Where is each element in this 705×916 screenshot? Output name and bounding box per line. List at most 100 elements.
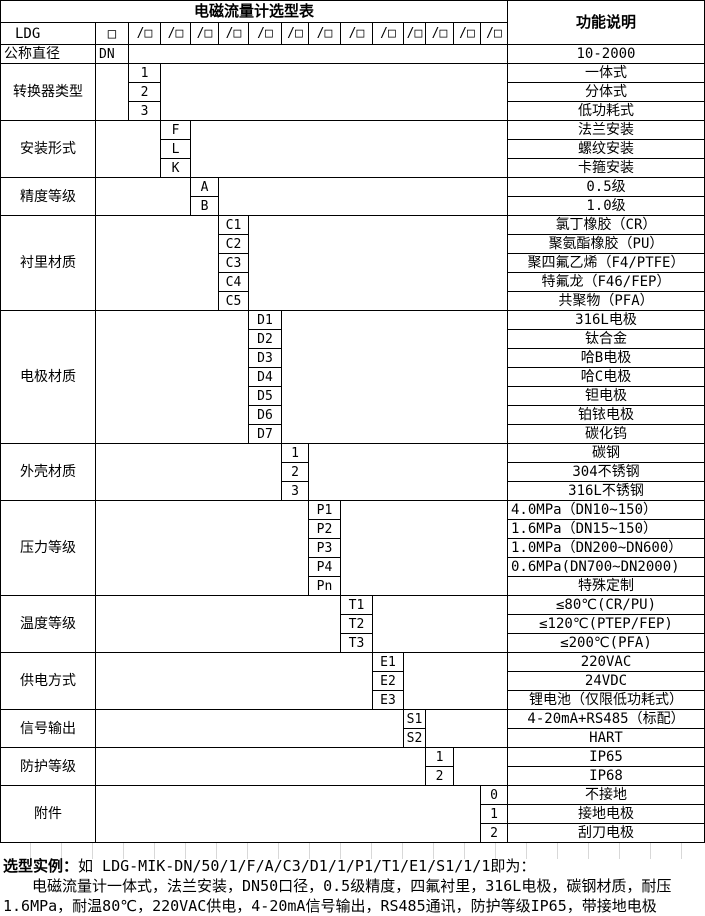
- description-cell: 316L电极: [508, 311, 705, 330]
- empty-cell: [129, 45, 508, 64]
- description-cell: 4-20mA+RS485（标配）: [508, 710, 705, 729]
- category-label-housing-material: 外壳材质: [1, 444, 96, 501]
- description-cell: 螺纹安装: [508, 140, 705, 159]
- empty-cell: [249, 216, 508, 311]
- code-cell: T3: [341, 634, 373, 653]
- empty-cell: [96, 216, 219, 311]
- description-cell: IP65: [508, 748, 705, 767]
- description-cell: ≤200℃(PFA): [508, 634, 705, 653]
- description-cell: 低功耗式: [508, 102, 705, 121]
- description-cell: 碳钢: [508, 444, 705, 463]
- empty-cell: [96, 596, 341, 653]
- code-cell: 1: [426, 748, 454, 767]
- description-cell: 不接地: [508, 786, 705, 805]
- empty-cell: [96, 786, 481, 843]
- empty-cell: [96, 653, 373, 710]
- model-slash-box: /□: [161, 23, 191, 45]
- code-cell: D4: [249, 368, 282, 387]
- category-label-nominal-diameter: 公称直径: [1, 45, 96, 64]
- empty-cell: [426, 710, 508, 748]
- example-description-line-2: 1.6MPa，耐温80℃，220VAC供电，4-20mA信号输出，RS485通讯…: [3, 897, 657, 915]
- empty-cell: [96, 501, 309, 596]
- example-code-line: 选型实例：如 LDG-MIK-DN/50/1/F/A/C3/D1/1/P1/T1…: [3, 856, 703, 876]
- model-slash-box: /□: [454, 23, 481, 45]
- model-slash-box: /□: [341, 23, 373, 45]
- description-cell: 1.0级: [508, 197, 705, 216]
- description-cell: 铂铱电极: [508, 406, 705, 425]
- category-label-pressure-rating: 压力等级: [1, 501, 96, 596]
- empty-cell: [96, 444, 282, 501]
- description-cell: ≤80℃(CR/PU): [508, 596, 705, 615]
- empty-cell: [96, 64, 129, 121]
- description-cell: 316L不锈钢: [508, 482, 705, 501]
- description-cell: 氯丁橡胶（CR）: [508, 216, 705, 235]
- empty-cell: [219, 178, 508, 216]
- empty-cell: [161, 64, 508, 121]
- code-cell: E3: [373, 691, 404, 710]
- code-cell: S2: [404, 729, 426, 748]
- code-cell: C3: [219, 254, 249, 273]
- empty-cell: [404, 653, 508, 710]
- table-title: 电磁流量计选型表: [1, 1, 508, 23]
- code-cell: D1: [249, 311, 282, 330]
- description-cell: 4.0MPa（DN10~150）: [508, 501, 705, 520]
- code-cell: L: [161, 140, 191, 159]
- empty-cell: [309, 444, 508, 501]
- category-label-converter-type: 转换器类型: [1, 64, 96, 121]
- code-cell: 3: [282, 482, 309, 501]
- code-cell: DN: [96, 45, 129, 64]
- empty-cell: [454, 748, 508, 786]
- code-cell: E2: [373, 672, 404, 691]
- description-cell: 卡箍安装: [508, 159, 705, 178]
- description-cell: 特殊定制: [508, 577, 705, 596]
- code-cell: P3: [309, 539, 341, 558]
- code-cell: C4: [219, 273, 249, 292]
- description-cell: 锂电池（仅限低功耗式）: [508, 691, 705, 710]
- code-cell: 2: [426, 767, 454, 786]
- code-cell: P1: [309, 501, 341, 520]
- code-cell: 1: [481, 805, 508, 824]
- code-cell: A: [191, 178, 219, 197]
- code-cell: P4: [309, 558, 341, 577]
- description-cell: 1.6MPa（DN15~150）: [508, 520, 705, 539]
- empty-cell: [341, 501, 508, 596]
- code-cell: D3: [249, 349, 282, 368]
- description-cell: 1.0MPa（DN200~DN600）: [508, 539, 705, 558]
- empty-cell: [96, 178, 191, 216]
- code-cell: K: [161, 159, 191, 178]
- model-box: □: [96, 23, 129, 45]
- description-cell: 24VDC: [508, 672, 705, 691]
- description-cell: 0.6MPa(DN700~DN2000): [508, 558, 705, 577]
- model-slash-box: /□: [309, 23, 341, 45]
- code-cell: 2: [129, 83, 161, 102]
- description-cell: 聚氨酯橡胶（PU）: [508, 235, 705, 254]
- code-cell: Pn: [309, 577, 341, 596]
- code-cell: 2: [282, 463, 309, 482]
- code-cell: D2: [249, 330, 282, 349]
- selection-table: 电磁流量计选型表 功能说明 LDG □ /□ /□ /□ /□ /□ /□ /□…: [0, 0, 705, 843]
- example-description-line-1: 电磁流量计一体式，法兰安装，DN50口径，0.5级精度，四氟衬里，316L电极，…: [32, 877, 672, 895]
- description-cell: 304不锈钢: [508, 463, 705, 482]
- description-cell: 刮刀电极: [508, 824, 705, 843]
- description-cell: 钽电极: [508, 387, 705, 406]
- code-cell: D5: [249, 387, 282, 406]
- code-cell: D6: [249, 406, 282, 425]
- model-slash-box: /□: [426, 23, 454, 45]
- description-cell: 法兰安装: [508, 121, 705, 140]
- empty-cell: [282, 311, 508, 444]
- description-cell: 共聚物（PFA）: [508, 292, 705, 311]
- category-label-accuracy-class: 精度等级: [1, 178, 96, 216]
- model-prefix: LDG: [1, 23, 96, 45]
- description-cell: 0.5级: [508, 178, 705, 197]
- description-cell: HART: [508, 729, 705, 748]
- description-cell: 钛合金: [508, 330, 705, 349]
- description-cell: 接地电极: [508, 805, 705, 824]
- description-cell: 分体式: [508, 83, 705, 102]
- code-cell: C5: [219, 292, 249, 311]
- category-label-liner-material: 衬里材质: [1, 216, 96, 311]
- description-cell: 220VAC: [508, 653, 705, 672]
- category-label-protection-rating: 防护等级: [1, 748, 96, 786]
- description-cell: 聚四氟乙烯（F4/PTFE）: [508, 254, 705, 273]
- code-cell: C1: [219, 216, 249, 235]
- code-cell: T1: [341, 596, 373, 615]
